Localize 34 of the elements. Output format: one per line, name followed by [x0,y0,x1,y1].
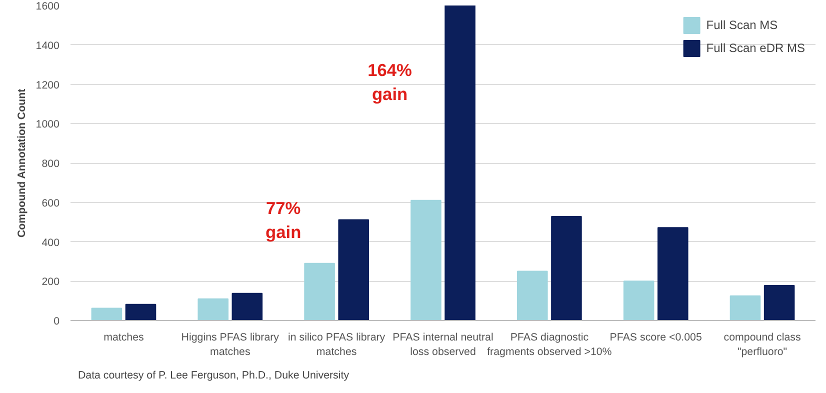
bar [623,280,654,320]
bar [730,295,761,320]
x-tick-label: compound class "perfluoro" [724,332,801,358]
y-tick-label: 1000 [36,118,60,131]
bar [444,6,476,320]
annotation: 164% gain [368,60,412,104]
y-axis-title: Compound Annotation Count [16,88,28,238]
text: Data courtesy of P. Lee Ferguson, Ph.D., Duke University [78,370,350,382]
bar [410,200,442,320]
y-tick-label: 1600 [36,0,60,12]
bar [338,219,369,320]
x-tick-label: PFAS score <0.005 [610,332,702,344]
x-tick-label: Higgins PFAS library matches [181,332,280,358]
bar [657,227,688,320]
y-tick-label: 1200 [36,79,60,92]
y-tick-label: 600 [42,197,60,210]
y-tick-label: 200 [42,276,60,288]
x-tick-label: matches [104,332,144,344]
y-tick-label: 400 [42,236,60,249]
bar [198,298,229,320]
legend-label: Full Scan MS [706,18,778,32]
y-tick-label: 0 [54,316,60,328]
bar [764,284,795,320]
bar [232,292,263,320]
bar [304,262,335,320]
annotation: 77% gain [266,198,302,242]
y-tick-label: 800 [42,158,60,170]
bar [91,308,122,320]
y-tick-label: 1400 [36,40,60,52]
bar [125,304,156,320]
legend-label: Full Scan eDR MS [706,41,805,55]
bar [551,216,582,320]
bar [517,270,548,320]
x-tick-label: in silico PFAS library matches [288,332,386,358]
